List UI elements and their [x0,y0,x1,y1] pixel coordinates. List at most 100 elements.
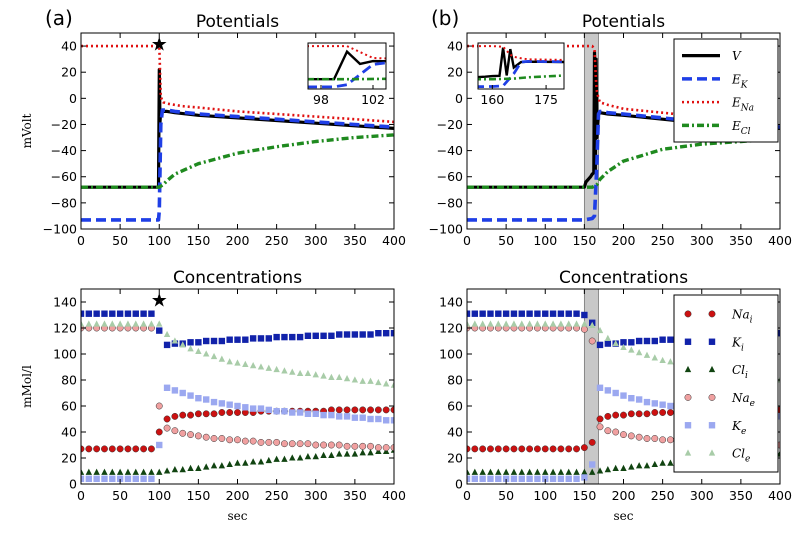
data-point [534,468,541,475]
y-tick-label: 20 [447,65,463,80]
data-point [218,462,226,469]
inset-tick-label: 175 [534,92,558,107]
data-point [343,406,351,414]
data-point [195,347,202,354]
data-point [242,404,249,411]
data-point [565,320,572,327]
data-point [471,445,479,453]
data-point [132,468,139,475]
data-point [510,475,518,482]
data-point [573,310,580,317]
data-point [273,365,280,373]
data-point [534,475,541,482]
legend-marker [684,365,692,373]
data-point [163,341,171,349]
data-point [234,459,241,466]
data-point [659,336,666,343]
data-point [367,377,374,384]
y-tick-label: 0 [455,477,463,492]
data-point [249,437,257,445]
data-point [289,333,296,341]
data-point [510,320,518,327]
data-point [667,436,674,444]
series-na-e [81,324,394,452]
legend-label-sub: Cl [741,127,751,137]
data-point [187,392,194,399]
data-point [234,409,241,416]
data-point [210,352,218,360]
data-point [257,438,265,446]
legend-label-sub: i [741,343,744,353]
data-point [132,320,139,327]
data-point [620,464,627,471]
data-point [109,320,116,327]
legend-marker [708,449,716,456]
series-cl-e [81,320,394,388]
data-point [620,339,627,346]
data-point [635,349,643,356]
data-point [635,433,643,441]
data-point [589,321,596,328]
y-tick-label: 120 [439,321,463,336]
data-point [281,408,288,415]
data-point [218,337,226,345]
data-point [116,475,124,482]
data-point [479,320,486,327]
data-point [265,406,272,414]
data-point [124,320,132,327]
data-point [542,320,549,327]
data-point [296,333,304,341]
data-point [526,310,533,317]
data-point [187,411,195,419]
data-point [304,440,312,448]
data-point [581,311,588,319]
data-point [382,444,390,452]
inset-zoom: 98 102 [307,42,387,107]
data-point [320,372,327,379]
data-point [156,468,163,475]
data-point [304,453,312,460]
data-point [203,396,210,403]
data-point [612,389,619,397]
data-point [163,467,171,474]
x-tick-label: 300 [690,488,714,503]
data-point [596,326,604,334]
data-point [327,441,335,449]
data-point [226,409,234,416]
data-point [296,440,304,448]
data-point [635,337,643,345]
data-point [542,310,549,317]
y-tick-label: 60 [61,399,77,414]
data-point [596,384,604,391]
data-point [495,468,502,475]
chart-a_top: 0 50 100 150 200 250 300 350 400−100−80−60−40−20… [20,6,406,248]
data-point [343,413,351,420]
data-point [541,445,549,453]
legend-label-sub: e [745,455,750,465]
data-point [171,412,179,420]
data-point [542,475,549,482]
data-point [85,475,93,482]
data-point [589,461,596,468]
data-point [667,409,674,416]
data-point [604,466,612,473]
y-tick-label: 120 [53,321,77,336]
data-point [194,410,202,418]
data-point [101,475,108,482]
data-point [390,381,394,388]
y-tick-label: 100 [439,347,463,362]
data-point [471,320,479,327]
data-point [163,384,171,391]
data-point [187,345,194,352]
data-point [296,369,304,377]
data-point [101,445,108,453]
shaded-region [583,288,599,485]
data-point [549,310,557,317]
inset-tick-label: 98 [313,92,329,107]
data-point [510,310,518,317]
data-point [179,341,186,348]
data-point [659,401,666,408]
data-point [281,367,288,374]
x-tick-label: 400 [768,488,792,503]
